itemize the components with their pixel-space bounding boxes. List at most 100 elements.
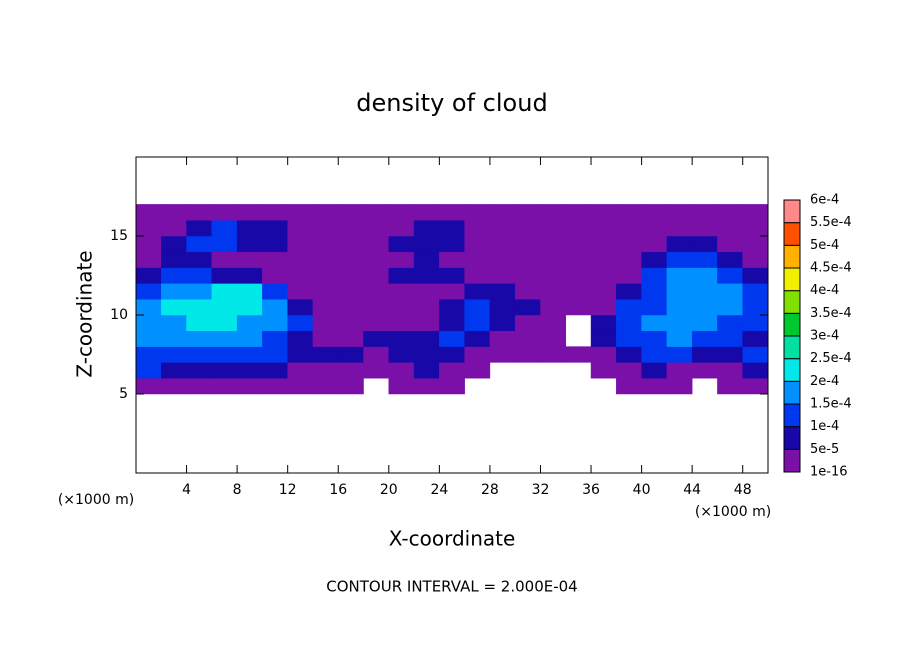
field-cell [413,283,440,300]
field-cell [641,314,668,332]
field-cell [717,283,743,300]
field-cell [211,235,238,253]
colorbar-label: 6e-4 [810,193,839,208]
colorbar-box [783,312,801,337]
field-cell [616,298,642,316]
field-cell [312,235,339,253]
field-cell [489,204,516,221]
field-cell [186,219,213,237]
field-cell [363,330,390,347]
x-tick-label: 16 [329,482,347,498]
colorbar-box [783,448,801,473]
field-cell [161,298,187,316]
field-cell [641,346,668,363]
field-cell [691,298,718,316]
field-cell [641,267,668,284]
field-cell [540,283,567,300]
field-cell [388,235,415,253]
field-cell [363,314,390,332]
field-cell [388,204,415,221]
field-cell [742,283,769,300]
field-cell [464,283,491,300]
field-cell [186,283,213,300]
field-cell [489,219,516,237]
field-cell [262,235,288,253]
field-cell [641,298,668,316]
field-cell [262,204,288,221]
field-cell [262,330,288,347]
field-cell [439,251,465,268]
field-cell [464,362,491,379]
field-cell [236,377,263,395]
field-cell [287,204,314,221]
colorbar-label: 3e-4 [810,329,839,344]
field-cell [312,267,339,284]
colorbar-box [783,335,801,360]
field-cell [540,314,567,332]
field-cell [717,346,743,363]
field-cell [161,267,187,284]
colorbar-box [783,199,801,224]
field-cell [161,204,187,221]
field-cell [666,267,693,284]
field-cell [742,235,769,253]
field-cell [135,251,162,268]
field-cell [590,251,617,268]
field-cell [236,267,263,284]
field-cell [540,330,567,347]
field-cell [262,251,288,268]
field-cell [691,346,718,363]
field-cell [514,346,541,363]
field-cell [413,346,440,363]
field-cell [135,298,162,316]
field-cell [262,219,288,237]
field-cell [287,219,314,237]
field-cell [464,346,491,363]
field-cell [161,377,187,395]
field-cell [540,267,567,284]
field-cell [641,377,668,395]
x-tick-label: 36 [582,482,600,498]
field-cell [363,267,390,284]
field-cell [742,362,769,379]
field-cell [262,346,288,363]
field-cell [236,283,263,300]
colorbar-label: 5e-4 [810,238,839,253]
field-cell [312,219,339,237]
field-cell [439,330,465,347]
field-cell [211,204,238,221]
field-cell [489,283,516,300]
field-cell [590,346,617,363]
field-cell [590,330,617,347]
field-cell [312,330,339,347]
field-cell [287,346,314,363]
field-cell [135,219,162,237]
field-cell [211,377,238,395]
field-cell [514,267,541,284]
field-cell [514,298,541,316]
field-cell [742,330,769,347]
x-tick-label: 12 [279,482,297,498]
field-cell [666,204,693,221]
field-cell [540,204,567,221]
field-cell [464,235,491,253]
field-cell [287,362,314,379]
field-cell [363,362,390,379]
colorbar-label: 2.5e-4 [810,351,852,366]
field-cell [742,377,769,395]
field-cell [287,314,314,332]
field-cell [161,314,187,332]
field-cell [413,251,440,268]
colorbar-label: 1.5e-4 [810,397,852,412]
field-cell [413,219,440,237]
field-cell [312,298,339,316]
field-cell [565,219,592,237]
field-cell [616,377,642,395]
field-cell [388,251,415,268]
field-cell [211,346,238,363]
field-cell [540,251,567,268]
field-cell [135,330,162,347]
field-cell [186,330,213,347]
field-cell [363,283,390,300]
